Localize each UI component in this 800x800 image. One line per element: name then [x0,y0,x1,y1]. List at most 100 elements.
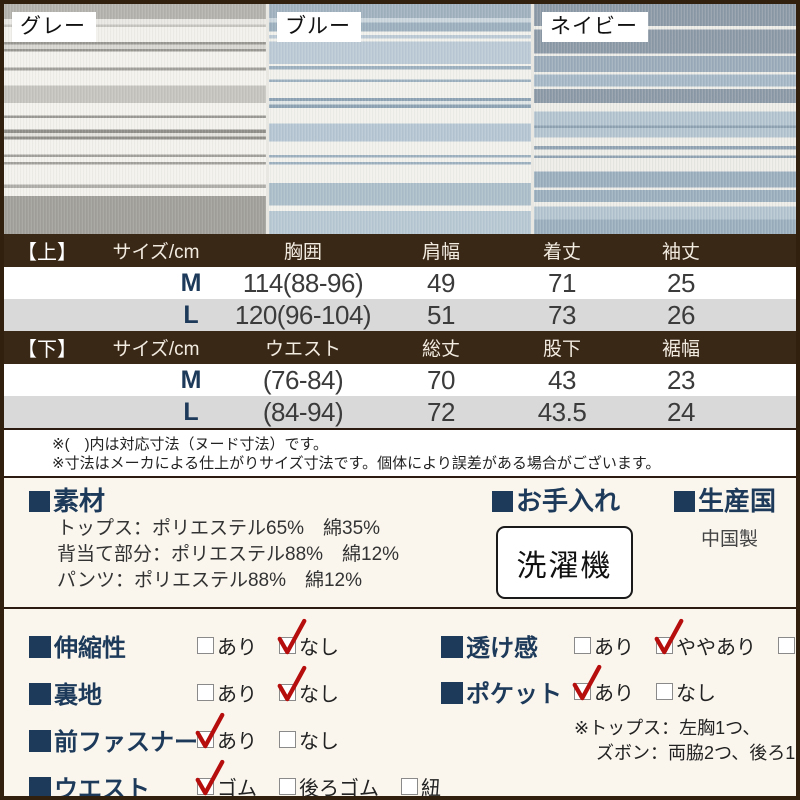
feature-label: 裏地 [54,681,102,709]
col-inseam: 股下 [506,331,618,364]
cell-value: (76-84) [230,364,376,396]
cell-value: 114(88-96) [230,267,376,299]
option-nashi: なし [277,665,339,707]
section-label-bottom: 【下】 [4,331,82,364]
origin-heading: 生産国 [674,486,796,516]
option-ari: あり [197,631,257,660]
checkbox-icon [195,712,225,748]
option-nashi: なし [279,725,339,754]
care-heading-text: お手入れ [516,486,621,516]
care-block: お手入れ 洗濯機 [464,486,654,607]
checkbox-icon [279,730,296,748]
option-nashi: なし [656,677,716,706]
checkbox-icon [574,636,591,654]
feature-label: 伸縮性 [54,634,126,662]
material-line: 背当て部分：ポリエステル88% 綿12% [57,544,400,565]
cell-value: 23 [618,364,744,396]
checkbox-icon [277,618,307,654]
cell-value: 25 [618,267,744,299]
cell-value: 71 [506,267,618,299]
feature-label: ウエスト [54,775,150,800]
red-check-icon [277,665,307,701]
swatch-label-navy: ネイビー [542,12,648,42]
option-ari: あり [574,631,634,660]
swatch-label-gray: グレー [12,12,96,42]
feature-checklist: 伸縮性 あり なし 裏地 あり なし 前ファスナー あり なし [4,607,796,800]
size-table-top-row-m: M 114(88-96) 49 71 25 [4,267,796,299]
material-block: 素材 トップス：ポリエステル65% 綿35% 背当て部分：ポリエステル88% 綿… [4,486,464,607]
care-heading: お手入れ [492,486,654,516]
cell-value: (84-94) [230,396,376,428]
sizing-notes: ※( )内は対応寸法（ヌード寸法）です。 ※寸法はメーカによる仕上がりサイズ寸法… [4,428,796,478]
feature-label: 前ファスナー [54,728,198,756]
size-m: M [82,364,230,396]
square-bullet-icon [29,635,51,658]
cell-value: 51 [376,299,506,331]
square-bullet-icon [674,491,695,512]
origin-block: 生産国 中国製 [654,486,796,607]
feature-column-right: 透け感 あり ややあり なし ポケット あり なし ※トップス：左胸1つ、 ズボ… [441,618,800,796]
feature-front-zipper: 前ファスナー あり なし [4,712,441,762]
option-yaya-ari: ややあり [654,618,756,660]
feature-label: ポケット [466,680,562,708]
cell-value: 43 [506,364,618,396]
cell-value: 26 [618,299,744,331]
note-line-1: ※( )内は対応寸法（ヌード寸法）です。 [52,436,329,453]
feature-stretch: 伸縮性 あり なし [4,618,441,668]
col-length: 着丈 [506,234,618,267]
info-section: 素材 トップス：ポリエステル65% 綿35% 背当て部分：ポリエステル88% 綿… [4,478,796,607]
feature-pocket: ポケット あり なし [441,664,796,714]
section-label-top: 【上】 [4,234,82,267]
material-heading: 素材 [29,486,464,516]
col-shoulder: 肩幅 [376,234,506,267]
feature-sheerness: 透け感 あり ややあり なし [441,618,796,668]
col-total-length: 総丈 [376,331,506,364]
square-bullet-icon [29,491,50,512]
fabric-swatch-navy: ネイビー [534,4,796,234]
size-table-bottom-header-row: 【下】 サイズ/cm ウエスト 総丈 股下 裾幅 [4,331,796,364]
material-line: トップス：ポリエステル65% 綿35% [57,518,381,539]
feature-waist: ウエスト ゴム 後ろゴム 紐 [4,759,441,800]
cell-value: 24 [618,396,744,428]
pocket-note-line-1: ※トップス：左胸1つ、 [574,718,761,738]
square-bullet-icon [441,635,463,658]
washing-machine-badge: 洗濯機 [496,526,633,599]
size-l: L [82,299,230,331]
pocket-note-line-2: ズボン：両脇2つ、後ろ1つ [596,743,800,763]
red-check-icon [654,618,684,654]
fabric-swatch-row: グレー ブルー ネイビー [4,4,796,234]
size-m: M [82,267,230,299]
size-table-top-header-row: 【上】 サイズ/cm 胸囲 肩幅 着丈 袖丈 [4,234,796,267]
size-l: L [82,396,230,428]
option-ari: あり [197,678,257,707]
origin-heading-text: 生産国 [698,486,777,516]
material-line: パンツ：ポリエステル88% 綿12% [57,570,363,591]
col-waist: ウエスト [230,331,376,364]
col-sleeve: 袖丈 [618,234,744,267]
checkbox-icon [572,664,602,700]
checkbox-icon [197,636,214,654]
pocket-note: ※トップス：左胸1つ、 ズボン：両脇2つ、後ろ1つ [574,716,800,766]
red-check-icon [277,618,307,654]
cell-value: 70 [376,364,506,396]
cell-value: 49 [376,267,506,299]
option-ari: あり [572,664,634,706]
size-table-bottom-row-l: L (84-94) 72 43.5 24 [4,396,796,428]
square-bullet-icon [29,776,51,796]
checkbox-icon [778,636,795,654]
option-himo: 紐 [401,772,441,796]
fabric-swatch-blue: ブルー [269,4,531,234]
feature-label: 透け感 [466,634,538,662]
square-bullet-icon [29,682,51,705]
size-table-top-row-l: L 120(96-104) 51 73 26 [4,299,796,331]
option-nashi: なし [277,618,339,660]
cell-value: 120(96-104) [230,299,376,331]
cell-value: 72 [376,396,506,428]
checkbox-icon [195,759,225,795]
size-table-top: 【上】 サイズ/cm 胸囲 肩幅 着丈 袖丈 M 114(88-96) 49 7… [4,234,796,331]
col-hem-width: 裾幅 [618,331,744,364]
swatch-label-blue: ブルー [277,12,361,42]
checkbox-icon [401,777,418,795]
option-gomu: ゴム [195,759,257,796]
